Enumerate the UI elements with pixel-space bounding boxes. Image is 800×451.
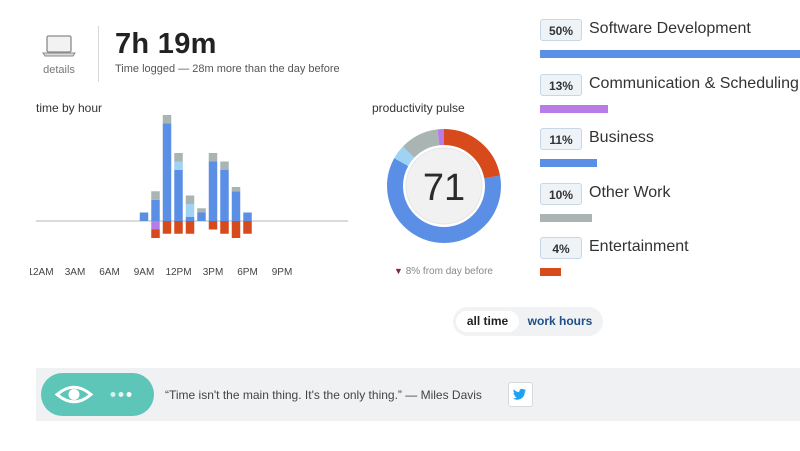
hour-bar-segment[interactable] xyxy=(151,221,160,230)
time-by-hour-title: time by hour xyxy=(36,101,103,115)
quote-text: “Time isn't the main thing. It's the onl… xyxy=(165,388,482,402)
pulse-score: 71 xyxy=(423,167,465,209)
hour-tick-label: 6AM xyxy=(99,267,120,278)
hour-bar-segment[interactable] xyxy=(208,221,218,230)
hour-tick-label: 9PM xyxy=(272,267,293,278)
hour-bar-segment[interactable] xyxy=(151,199,160,221)
category-name: Entertainment xyxy=(589,238,689,255)
twitter-share-button[interactable] xyxy=(508,382,533,407)
hour-bar-segment[interactable] xyxy=(231,191,241,221)
pulse-donut xyxy=(387,129,501,243)
work-hours-option[interactable]: work hours xyxy=(527,314,593,328)
hour-bar-segment[interactable] xyxy=(231,187,241,192)
pulse-change-text: 8% from day before xyxy=(405,266,493,277)
category-share-bar xyxy=(540,50,800,58)
hour-bar-segment[interactable] xyxy=(151,229,160,239)
category-percent-badge: 4% xyxy=(540,237,582,259)
focus-toggle-button[interactable] xyxy=(41,373,154,416)
hour-bar-segment[interactable] xyxy=(185,204,195,217)
hour-bar-segment[interactable] xyxy=(243,221,252,234)
hour-bar-segment[interactable] xyxy=(208,153,218,162)
hour-bar-segment[interactable] xyxy=(151,191,160,200)
hour-bar-segment[interactable] xyxy=(185,216,195,221)
hour-tick-label: 9AM xyxy=(134,267,155,278)
all-time-option[interactable]: all time xyxy=(456,311,519,332)
total-time-value: 7h 19m xyxy=(115,28,217,60)
hour-bar-segment[interactable] xyxy=(162,123,172,221)
twitter-icon xyxy=(513,388,526,400)
hour-bar-segment[interactable] xyxy=(197,212,206,222)
details-label: details xyxy=(43,64,75,76)
category-name: Software Development xyxy=(589,20,751,37)
category-name: Communication & Scheduling xyxy=(589,74,799,92)
hour-tick-label: 6PM xyxy=(237,267,258,278)
pulse-slice[interactable] xyxy=(387,129,501,243)
hour-bar-segment[interactable] xyxy=(174,153,183,162)
hour-bar-segment[interactable] xyxy=(185,221,195,234)
category-share-bar xyxy=(540,104,608,113)
hour-bar-segment[interactable] xyxy=(220,221,229,234)
category-name: Other Work xyxy=(589,183,671,201)
pulse-slice[interactable] xyxy=(387,129,501,243)
category-share-bar xyxy=(540,268,561,276)
productivity-pulse-title: productivity pulse xyxy=(372,101,465,115)
more-dots-icon xyxy=(110,392,132,397)
hour-bar-segment[interactable] xyxy=(174,161,183,171)
category-name: Business xyxy=(589,129,654,146)
hour-bar-segment[interactable] xyxy=(243,212,252,222)
hour-tick-label: 3AM xyxy=(65,267,86,278)
category-percent-badge: 10% xyxy=(540,182,582,205)
hour-bar-segment[interactable] xyxy=(162,221,172,234)
category-percent-badge: 50% xyxy=(540,19,582,41)
pulse-change: ▼ 8% from day before xyxy=(394,266,493,277)
category-percent-badge: 11% xyxy=(540,128,582,150)
time-logged-subtitle: Time logged — 28m more than the day befo… xyxy=(115,63,340,75)
hour-tick-label: 3PM xyxy=(203,267,224,278)
laptop-icon xyxy=(42,35,76,57)
hour-bar-segment[interactable] xyxy=(185,195,195,205)
hour-tick-label: 12PM xyxy=(165,267,191,278)
time-range-toggle: all time work hours xyxy=(453,307,603,336)
hour-bar-segment[interactable] xyxy=(174,170,183,221)
category-share-bar xyxy=(540,213,592,222)
pulse-center xyxy=(405,147,483,225)
hour-bar-segment[interactable] xyxy=(197,208,206,213)
hour-bar-segment[interactable] xyxy=(220,170,229,221)
productivity-pulse-chart[interactable]: 71 xyxy=(380,118,510,248)
hour-bar-segment[interactable] xyxy=(220,161,229,171)
hour-bar-segment[interactable] xyxy=(174,221,183,234)
hour-bar-segment[interactable] xyxy=(231,221,241,238)
hour-tick-label: 12AM xyxy=(30,267,54,278)
eye-icon xyxy=(54,385,94,404)
hour-bar-segment[interactable] xyxy=(139,212,149,222)
category-share-bar xyxy=(540,159,597,167)
time-by-hour-chart[interactable]: 12AM 3AM 6AM 9AM 12PM 3PM 6PM 9PM xyxy=(30,115,355,285)
header-divider xyxy=(98,26,99,82)
category-percent-badge: 13% xyxy=(540,73,582,96)
down-arrow-icon: ▼ xyxy=(394,266,403,276)
hour-bar-segment[interactable] xyxy=(208,161,218,222)
hour-bar-segment[interactable] xyxy=(162,115,172,124)
quote-bar xyxy=(36,368,800,421)
details-button[interactable]: details xyxy=(28,28,90,84)
